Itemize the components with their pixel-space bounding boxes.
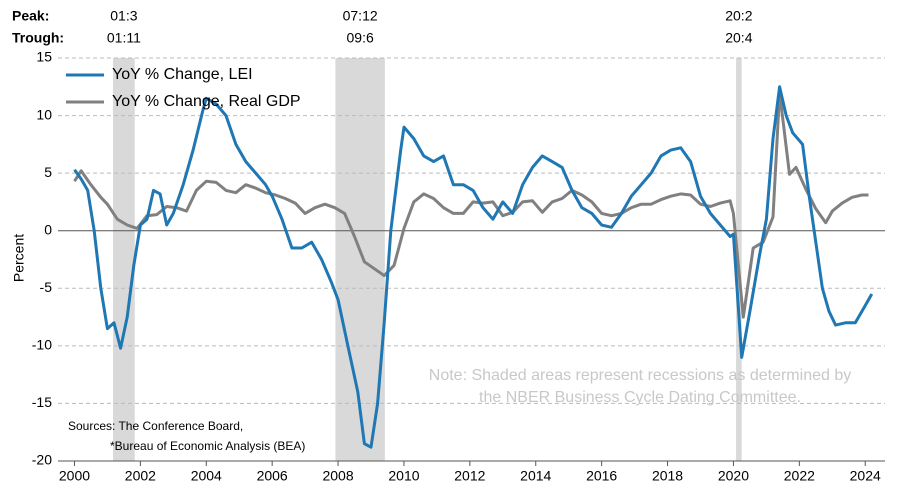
y-tick-label: 5 [44, 164, 52, 180]
y-axis-label: Percent [11, 234, 27, 282]
y-tick-label: -10 [32, 337, 52, 353]
y-tick-label: -20 [32, 452, 52, 468]
trough-label: 20:4 [725, 30, 752, 46]
x-tick-label: 2008 [322, 468, 353, 484]
note: Note: Shaded areas represent recessions … [429, 367, 851, 384]
x-tick-label: 2006 [257, 468, 288, 484]
y-tick-label: 0 [44, 221, 52, 237]
x-tick-label: 2000 [59, 468, 90, 484]
x-tick-label: 2022 [784, 468, 815, 484]
y-tick-label: 10 [36, 106, 52, 122]
x-tick-label: 2016 [586, 468, 617, 484]
x-tick-label: 2018 [652, 468, 683, 484]
recession-band [113, 58, 135, 461]
x-tick-label: 2014 [520, 468, 551, 484]
x-tick-label: 2010 [388, 468, 419, 484]
x-tick-label: 2012 [454, 468, 485, 484]
recession-band [335, 58, 385, 461]
peak-label: 07:12 [343, 8, 378, 24]
trough-label: 01:11 [107, 30, 141, 46]
trough-label: 09:6 [347, 30, 374, 46]
series-line [73, 85, 874, 449]
source: *Bureau of Economic Analysis (BEA) [110, 439, 305, 453]
y-tick-label: -5 [40, 279, 53, 295]
trough-header: Trough: [12, 30, 64, 46]
peak-header: Peak: [12, 8, 49, 24]
note: the NBER Business Cycle Dating Committee… [479, 389, 801, 406]
x-tick-label: 2020 [718, 468, 749, 484]
x-tick-label: 2004 [191, 468, 222, 484]
x-tick-label: 2024 [850, 468, 881, 484]
peak-label: 01:3 [110, 8, 137, 24]
series-line [73, 91, 869, 319]
y-tick-label: 15 [36, 49, 52, 65]
legend-label: YoY % Change, LEI [112, 66, 253, 83]
legend-label: YoY % Change, Real GDP [112, 93, 301, 110]
x-tick-label: 2002 [125, 468, 156, 484]
source: Sources: The Conference Board, [68, 419, 243, 433]
peak-label: 20:2 [725, 8, 752, 24]
y-tick-label: -15 [32, 394, 52, 410]
